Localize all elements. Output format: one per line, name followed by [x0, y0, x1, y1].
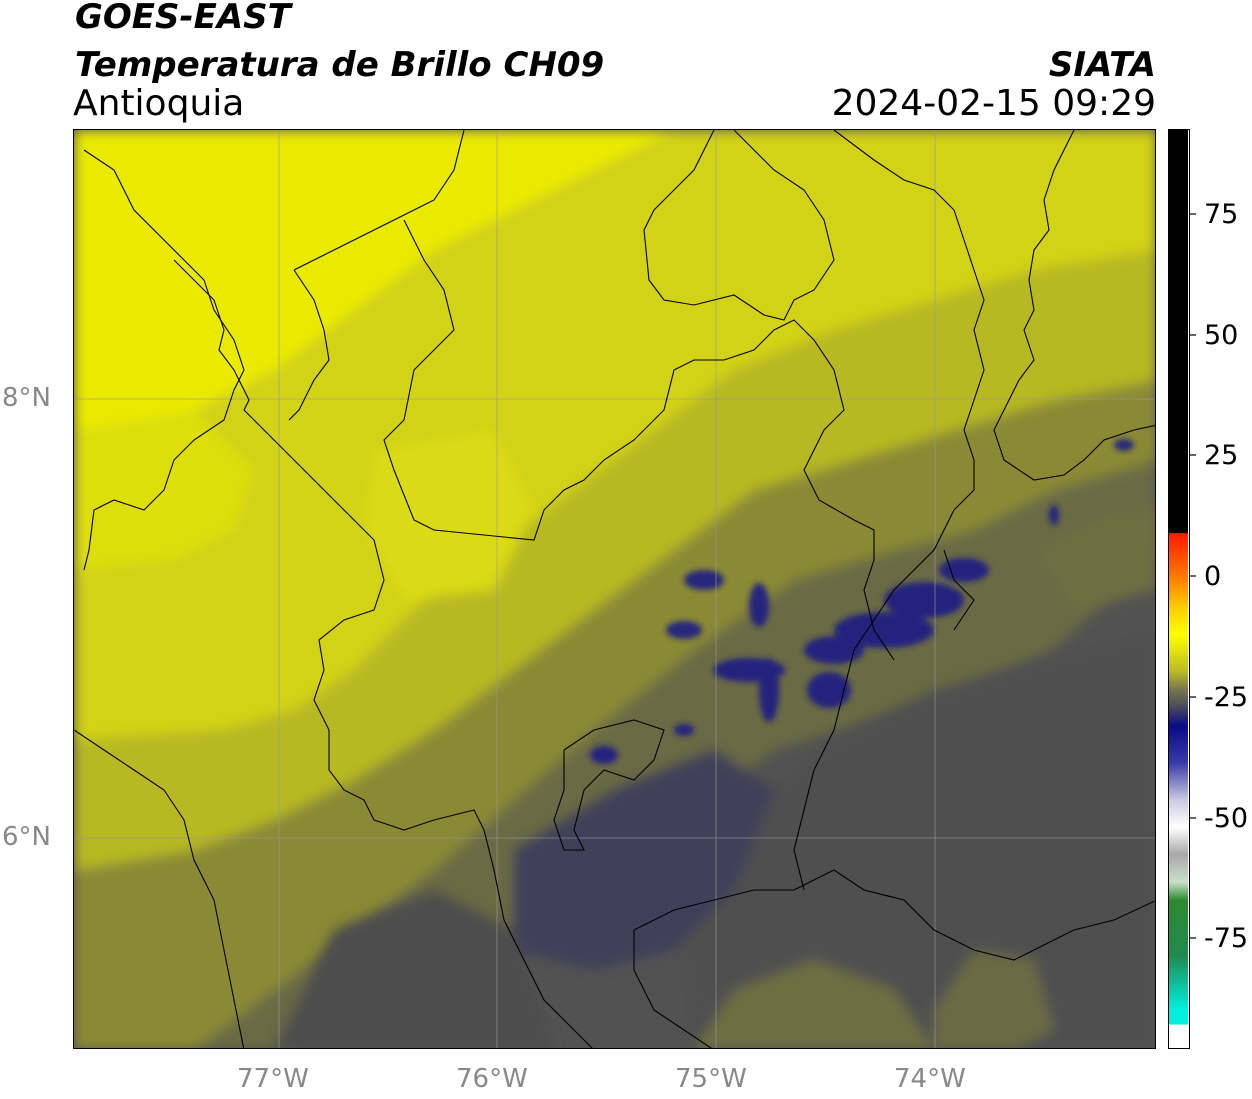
river-east [993, 130, 1155, 481]
dept-line-south-east [633, 869, 1155, 961]
cell-12 [674, 724, 694, 736]
dept-line-south [483, 829, 593, 1048]
gridlines [74, 130, 1155, 1048]
agency-label: SIATA [1048, 45, 1156, 85]
colorbar-gradient [1169, 130, 1188, 1047]
cell-10 [666, 621, 702, 639]
zone-olive-east [1034, 510, 1155, 610]
cb-label-m75: -75 [1204, 923, 1249, 954]
lat-tick-6n: 6°N [2, 822, 51, 852]
cell-2 [749, 583, 769, 627]
cell-7 [884, 582, 964, 618]
dept-line-west [243, 409, 485, 831]
colorbar [1168, 129, 1190, 1049]
zone-slate [514, 750, 774, 970]
cell-5 [804, 636, 864, 664]
cb-label-m50: -50 [1204, 803, 1249, 834]
coast-north [293, 130, 465, 271]
cb-label-50: 50 [1204, 320, 1239, 351]
atrato-delta [288, 269, 330, 421]
dept-line-north [383, 219, 895, 661]
dept-line-boyaca [943, 549, 975, 631]
cb-label-25: 25 [1204, 440, 1239, 471]
boundaries [74, 130, 1155, 1048]
lat-tick-8n: 8°N [2, 383, 51, 413]
dept-line-caldas [633, 930, 712, 1048]
coastline-uraba [83, 149, 245, 571]
gulf-inner [173, 259, 250, 411]
band-bright-yellow [74, 130, 674, 430]
cell-14 [1049, 505, 1059, 525]
cell-1 [684, 570, 724, 590]
zone-grey-se [674, 630, 1155, 1048]
colorbar-fill [1169, 130, 1188, 1047]
product-title: Temperatura de Brillo CH09 [75, 45, 605, 85]
metro-area [553, 719, 665, 851]
dept-line-magdalena [793, 130, 985, 891]
cb-label-75: 75 [1204, 199, 1239, 230]
colorbar-ticks [1189, 213, 1196, 939]
satellite-title: GOES-EAST [75, 0, 291, 37]
datetime-label: 2024-02-15 09:29 [831, 83, 1156, 124]
lon-tick-76w: 76°W [456, 1064, 528, 1094]
cb-label-0: 0 [1204, 561, 1222, 592]
lon-tick-74w: 74°W [894, 1064, 966, 1094]
cell-8 [939, 558, 989, 582]
lon-tick-75w: 75°W [675, 1064, 747, 1094]
zone-grey-south [275, 890, 554, 1048]
brightness-temperature-map [74, 130, 1155, 1048]
cell-11 [590, 746, 618, 764]
lon-tick-77w: 77°W [237, 1064, 309, 1094]
region-label: Antioquia [73, 83, 245, 124]
zone-olive-south [695, 960, 933, 1048]
cell-13 [1114, 439, 1134, 451]
dept-line-east [643, 130, 835, 321]
zone-olive-se [934, 950, 1054, 1048]
patch-yellow-center [364, 430, 534, 600]
cell-9 [807, 672, 851, 708]
cell-4 [759, 658, 779, 722]
convection-cluster [590, 439, 1134, 764]
border-southwest [74, 729, 245, 1048]
cb-label-m25: -25 [1204, 682, 1249, 713]
map-panel [73, 129, 1156, 1049]
cell-6 [834, 612, 934, 648]
